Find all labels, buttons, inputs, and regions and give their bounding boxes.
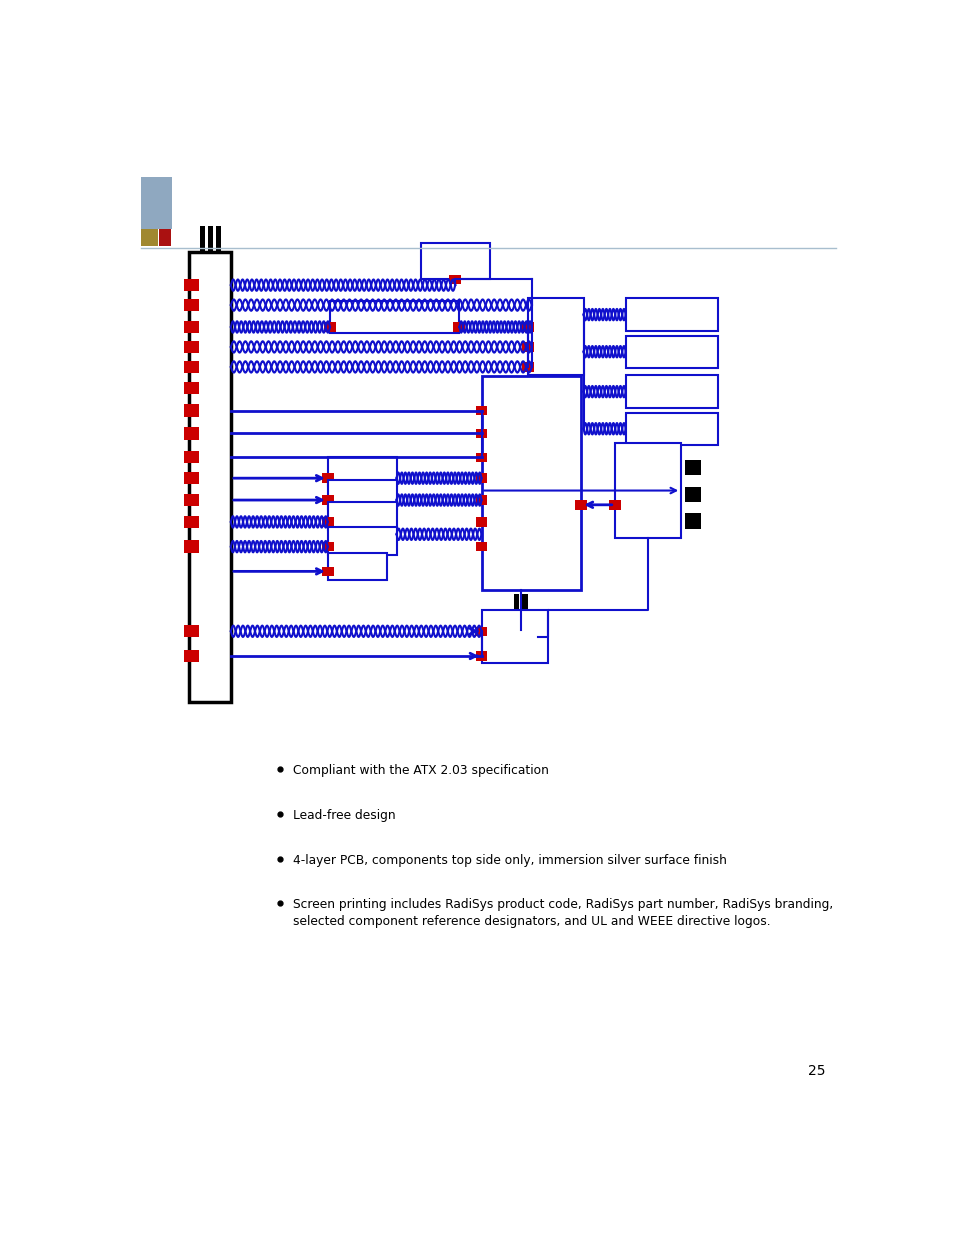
Bar [476, 452, 487, 462]
Bar [513, 594, 519, 630]
Text: 25: 25 [807, 1065, 824, 1078]
Bar [321, 473, 334, 483]
Bar [625, 336, 718, 368]
Text: Screen printing includes RadiSys product code, RadiSys part number, RadiSys bran: Screen printing includes RadiSys product… [293, 899, 832, 929]
Text: Lead-free design: Lead-free design [293, 809, 395, 823]
Bar [208, 226, 213, 252]
Bar [184, 451, 199, 463]
Bar [184, 494, 199, 506]
Bar [328, 526, 396, 556]
Bar [684, 487, 700, 501]
Bar [528, 299, 583, 374]
Bar [453, 322, 465, 332]
Text: 4-layer PCB, components top side only, immersion silver surface finish: 4-layer PCB, components top side only, i… [293, 853, 726, 867]
Bar [684, 514, 700, 529]
Bar [614, 443, 680, 538]
Bar [608, 500, 619, 510]
Bar [328, 480, 396, 509]
Bar [159, 228, 171, 246]
Bar [476, 406, 487, 415]
Bar [625, 299, 718, 331]
Bar [141, 177, 172, 228]
Bar [184, 541, 199, 553]
Bar [625, 375, 718, 408]
Bar [190, 252, 231, 701]
Bar [321, 567, 334, 576]
Bar [328, 457, 396, 485]
Bar [476, 626, 487, 636]
Bar [420, 243, 489, 279]
Bar [184, 361, 199, 373]
Bar [521, 342, 534, 352]
Bar [481, 377, 580, 590]
Bar [684, 461, 700, 475]
Bar [328, 553, 387, 580]
Bar [481, 610, 547, 663]
Bar [525, 342, 537, 352]
Bar [575, 500, 587, 510]
Bar [184, 405, 199, 417]
Bar [324, 322, 335, 332]
Bar [184, 299, 199, 311]
Bar [184, 341, 199, 353]
Bar [476, 517, 487, 526]
Bar [476, 495, 487, 505]
Bar [184, 472, 199, 484]
Bar [476, 429, 487, 438]
Bar [328, 501, 396, 531]
Bar [522, 594, 528, 630]
Bar [184, 279, 199, 291]
Bar [216, 226, 221, 252]
Bar [525, 362, 537, 372]
Bar [521, 322, 534, 332]
Bar [476, 542, 487, 551]
Bar [476, 651, 487, 661]
Bar [321, 542, 334, 551]
Bar [184, 382, 199, 394]
Bar [321, 495, 334, 505]
Bar [184, 427, 199, 440]
Text: Compliant with the ATX 2.03 specification: Compliant with the ATX 2.03 specificatio… [293, 764, 548, 777]
Bar [625, 412, 718, 445]
Bar [141, 228, 157, 246]
Bar [184, 650, 199, 662]
Bar [199, 226, 205, 252]
Bar [521, 362, 534, 372]
Bar [184, 516, 199, 529]
Bar [184, 625, 199, 637]
Bar [184, 321, 199, 333]
Bar [330, 301, 458, 332]
Bar [476, 473, 487, 483]
Bar [449, 274, 460, 284]
Bar [321, 517, 334, 526]
